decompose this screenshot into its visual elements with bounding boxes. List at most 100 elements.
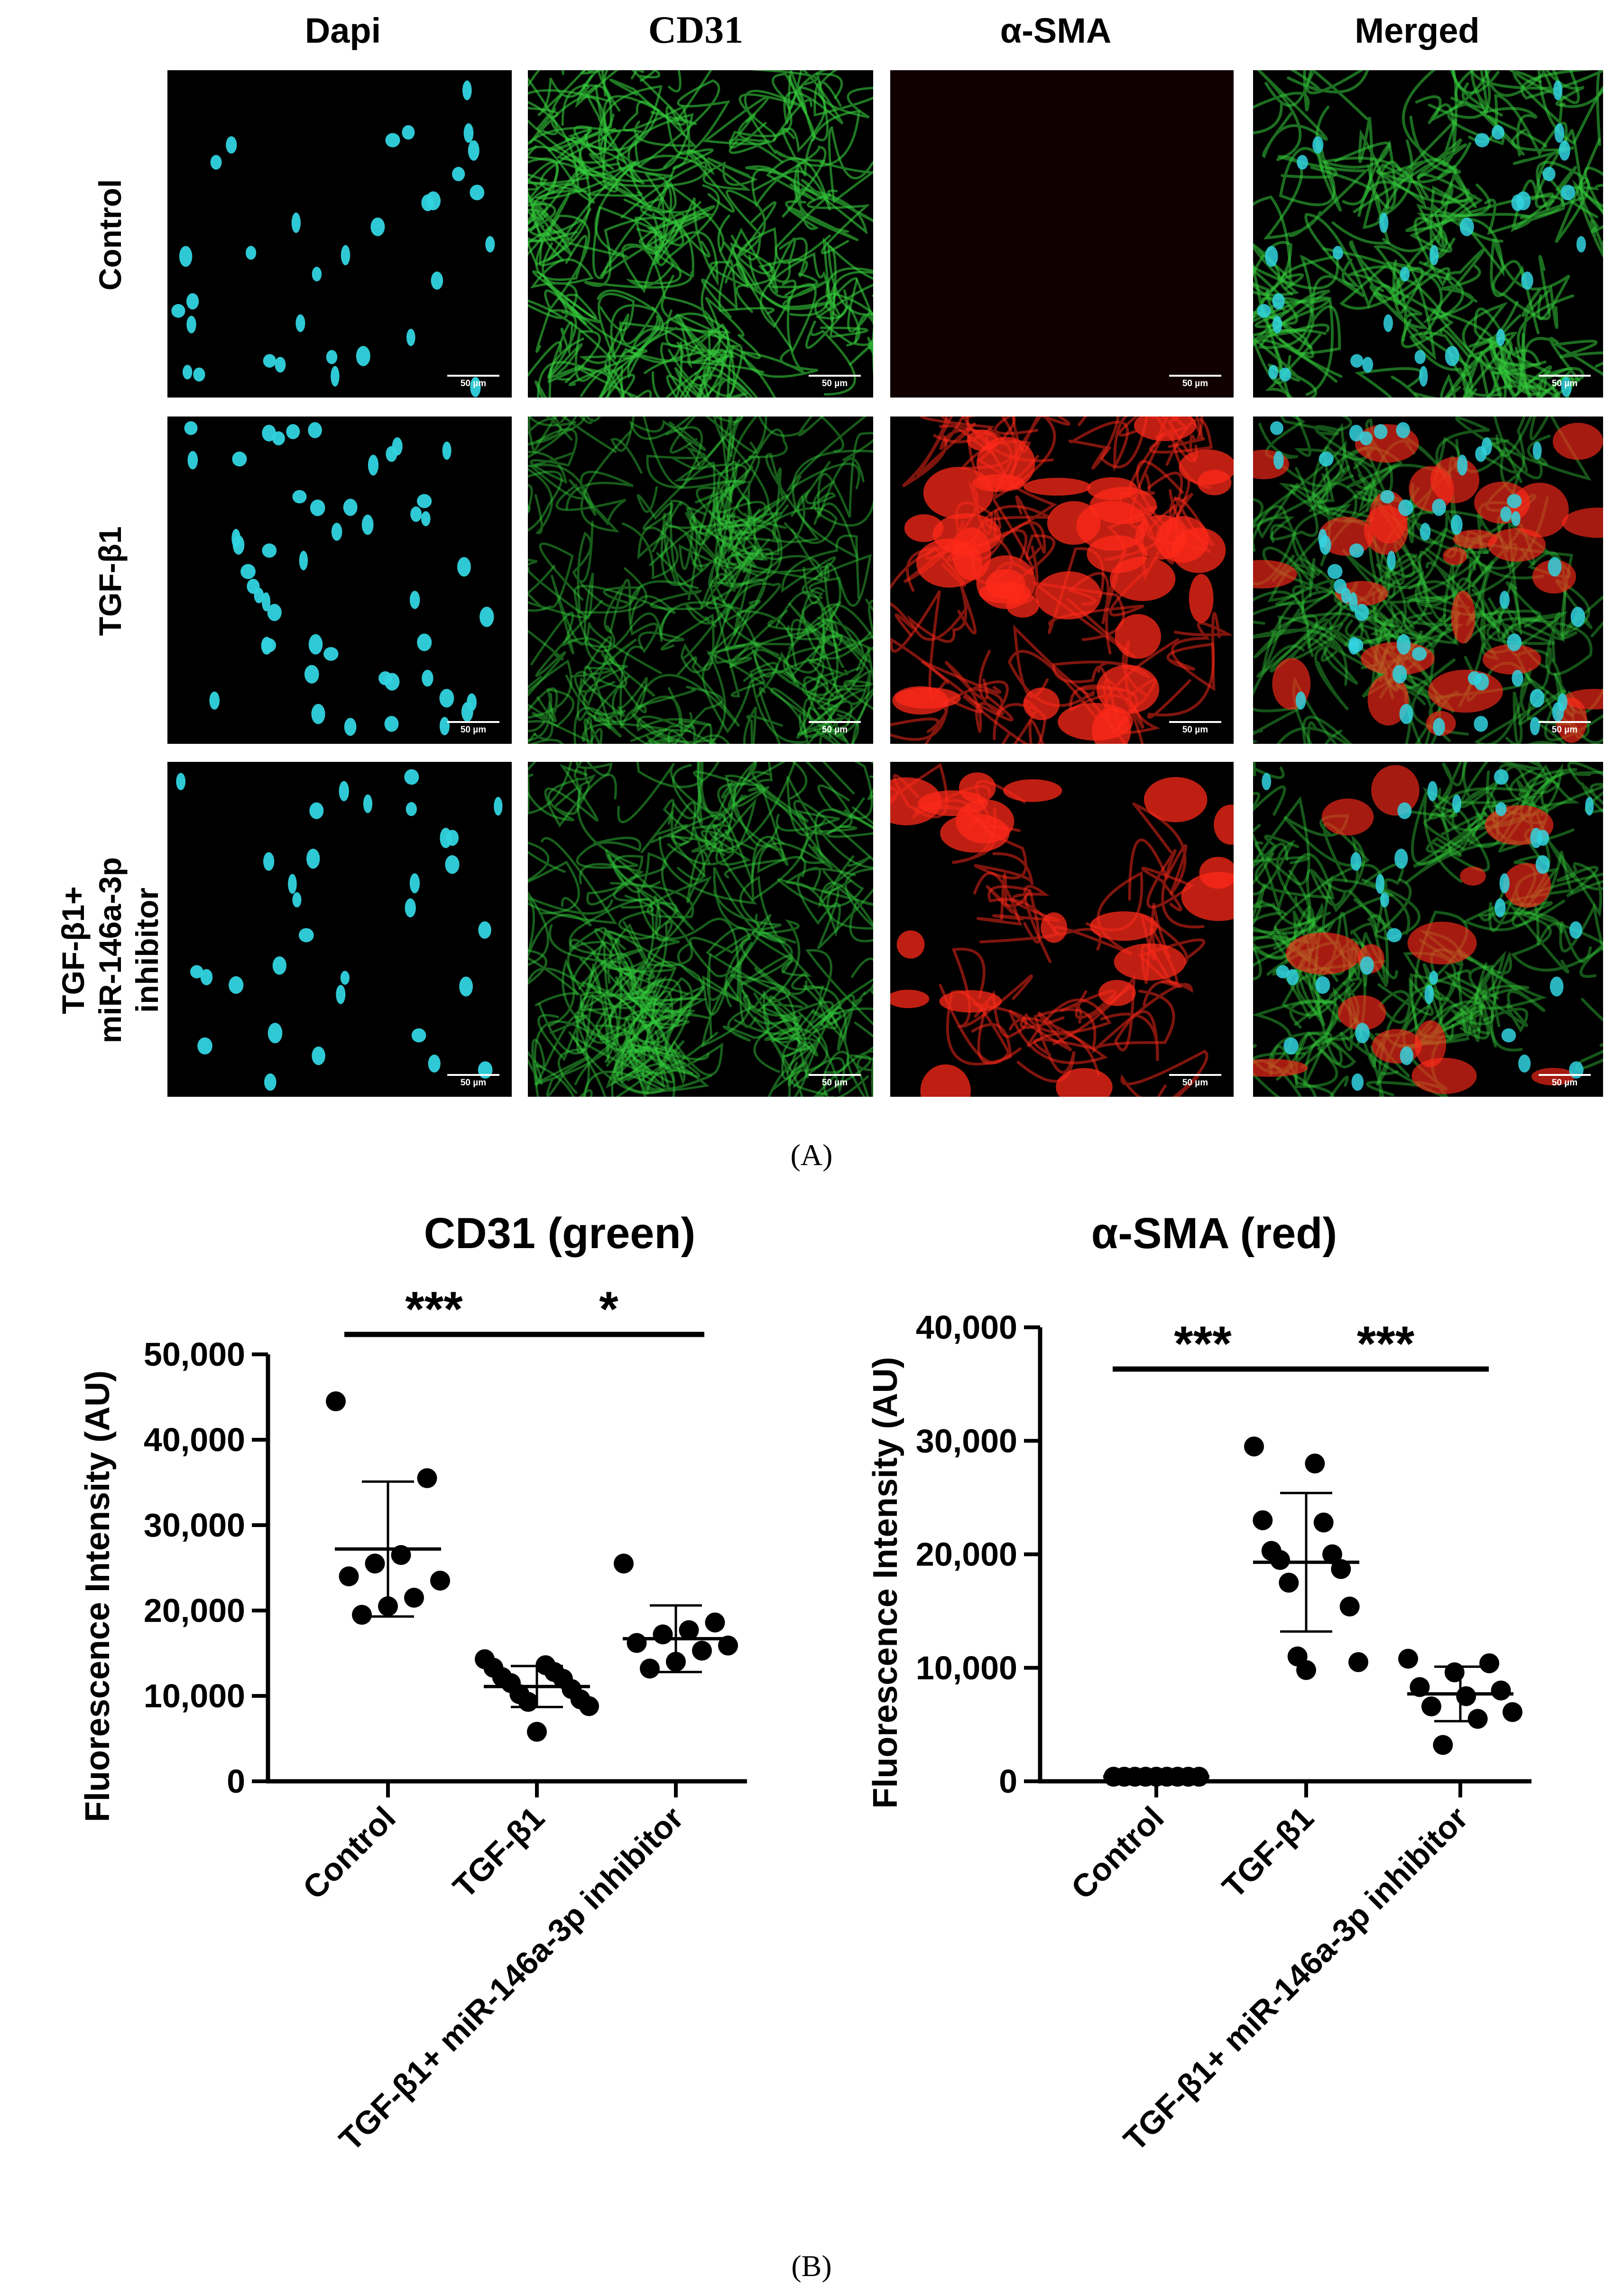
data-point xyxy=(404,1588,424,1608)
data-point xyxy=(1503,1702,1522,1722)
dapi-nuclei-image-r1: 50 µm xyxy=(167,70,512,398)
x-category-label: Control xyxy=(296,1800,403,1907)
y-tick-label: 50,000 xyxy=(144,1336,245,1373)
cd31-cell-image-graphic xyxy=(528,70,873,398)
panel-label-b: (B) xyxy=(791,2249,832,2283)
chart-title-alpha-sma: α-SMA (red) xyxy=(1091,1209,1337,1258)
scale-bar: 50 µm xyxy=(809,1074,861,1088)
merged-overlay-image-r1: 50 µm xyxy=(1253,70,1603,398)
data-point xyxy=(1339,1596,1360,1617)
row-header-tgf-b1-inhibitor: TGF-β1+ miR-146a-3p inhibitor xyxy=(55,857,165,1044)
data-point xyxy=(430,1571,450,1591)
scale-bar: 50 µm xyxy=(1539,375,1591,389)
data-point xyxy=(326,1391,346,1411)
scale-bar-label: 50 µm xyxy=(821,725,848,735)
data-point xyxy=(1421,1696,1441,1717)
dapi-nuclei-image-r3: 50 µm xyxy=(167,762,512,1097)
scale-bar-line xyxy=(1539,375,1591,377)
data-point xyxy=(1244,1436,1264,1457)
y-tick-label: 10,000 xyxy=(916,1649,1017,1686)
cd31-scatter-chart: 0 10,000 20,000 30,000 40,000 50,000 Fluoresce… xyxy=(79,1282,747,2158)
scale-bar: 50 µm xyxy=(1539,721,1591,735)
data-point xyxy=(1313,1512,1334,1533)
data-point xyxy=(653,1624,673,1645)
y-tick-label: 30,000 xyxy=(916,1422,1017,1459)
x-category-label: Control xyxy=(1064,1800,1171,1907)
data-point xyxy=(1491,1680,1511,1701)
scale-bar: 50 µm xyxy=(1169,721,1221,735)
data-point xyxy=(1479,1653,1500,1674)
scale-bar-line xyxy=(1169,375,1221,377)
merged-overlay-image-graphic xyxy=(1253,70,1603,398)
data-point xyxy=(1270,1550,1290,1570)
y-tick-label: 20,000 xyxy=(916,1536,1017,1573)
scale-bar-label: 50 µm xyxy=(821,1078,848,1088)
x-category-label: TGF-β1 xyxy=(1216,1800,1321,1905)
data-point xyxy=(1279,1573,1299,1593)
dapi-nuclei-image-graphic xyxy=(184,421,494,736)
merged-overlay-image-r3: 50 µm xyxy=(1253,762,1603,1097)
y-tick-label: 0 xyxy=(227,1763,245,1800)
scale-bar-label: 50 µm xyxy=(1182,379,1208,389)
data-point xyxy=(705,1612,725,1633)
data-point xyxy=(518,1692,538,1712)
data-point xyxy=(640,1658,660,1679)
cd31-cell-image-r2: 50 µm xyxy=(528,417,873,744)
dapi-nuclei-image-graphic xyxy=(176,769,503,1091)
merged-overlay-image-graphic xyxy=(1253,762,1603,1097)
scale-bar: 50 µm xyxy=(1169,375,1221,389)
scale-bar-line xyxy=(1539,1074,1591,1076)
cd31-cell-image-graphic xyxy=(528,762,873,1097)
y-tick-label: 20,000 xyxy=(144,1592,245,1629)
column-header-alpha-sma: α-SMA xyxy=(1000,11,1112,50)
scale-bar-label: 50 µm xyxy=(1551,1078,1578,1088)
scale-bar: 50 µm xyxy=(447,721,499,735)
data-point xyxy=(679,1620,699,1640)
cd31-cell-image-r3: 50 µm xyxy=(528,762,873,1097)
scale-bar-label: 50 µm xyxy=(460,725,487,735)
merged-overlay-image-graphic xyxy=(1253,417,1603,744)
x-category-label: TGF-β1+ miR-146a-3p inhibitor xyxy=(1117,1800,1475,2158)
data-point xyxy=(1253,1510,1273,1530)
alpha-sma-cell-image-r2: 50 µm xyxy=(890,417,1234,744)
alpha-sma-cell-image-r3: 50 µm xyxy=(890,762,1234,1097)
scale-bar-line xyxy=(809,1074,861,1076)
merged-overlay-image-r2: 50 µm xyxy=(1253,417,1603,744)
alpha-sma-cell-image-r1: 50 µm xyxy=(890,70,1234,398)
y-tick-label: 40,000 xyxy=(916,1309,1017,1346)
scale-bar: 50 µm xyxy=(447,1074,499,1088)
data-point xyxy=(527,1722,547,1742)
y-axis-label: Fluorescence Intensity (AU) xyxy=(79,1370,117,1822)
scale-bar-line xyxy=(1169,1074,1221,1076)
scale-bar: 50 µm xyxy=(447,375,499,389)
y-tick-label: 30,000 xyxy=(144,1507,245,1544)
scale-bar: 50 µm xyxy=(809,721,861,735)
y-tick-label: 40,000 xyxy=(144,1421,245,1458)
data-point xyxy=(1331,1559,1351,1579)
data-point xyxy=(1322,1544,1342,1565)
data-point xyxy=(614,1554,634,1574)
significance-label: *** xyxy=(405,1282,463,1337)
scale-bar-label: 50 µm xyxy=(1551,725,1578,735)
column-header-cd31: CD31 xyxy=(648,8,744,51)
cd31-cell-image-r1: 50 µm xyxy=(528,70,873,398)
alpha-sma-cell-image-graphic xyxy=(890,417,1234,744)
data-point xyxy=(339,1566,359,1586)
significance-label: *** xyxy=(1174,1316,1232,1371)
scale-bar-label: 50 µm xyxy=(1182,1078,1208,1088)
scale-bar-line xyxy=(447,1074,499,1076)
column-header-merged: Merged xyxy=(1355,11,1480,50)
dapi-nuclei-image-graphic xyxy=(171,80,495,397)
data-point xyxy=(1305,1454,1325,1474)
cd31-cell-image-graphic xyxy=(528,417,873,744)
row-header-tgf-b1: TGF-β1 xyxy=(92,526,128,636)
y-tick-label: 0 xyxy=(999,1763,1017,1800)
row-header-control: Control xyxy=(92,179,128,291)
data-point xyxy=(417,1468,437,1488)
panel-label-a: (A) xyxy=(790,1138,833,1172)
scale-bar-line xyxy=(447,375,499,377)
alpha-sma-scatter-chart: 0 10,000 20,000 30,000 40,000 Fluorescence In… xyxy=(867,1309,1531,2158)
scale-bar: 50 µm xyxy=(1169,1074,1221,1088)
data-point xyxy=(1410,1677,1430,1697)
scale-bar-label: 50 µm xyxy=(1551,379,1578,389)
